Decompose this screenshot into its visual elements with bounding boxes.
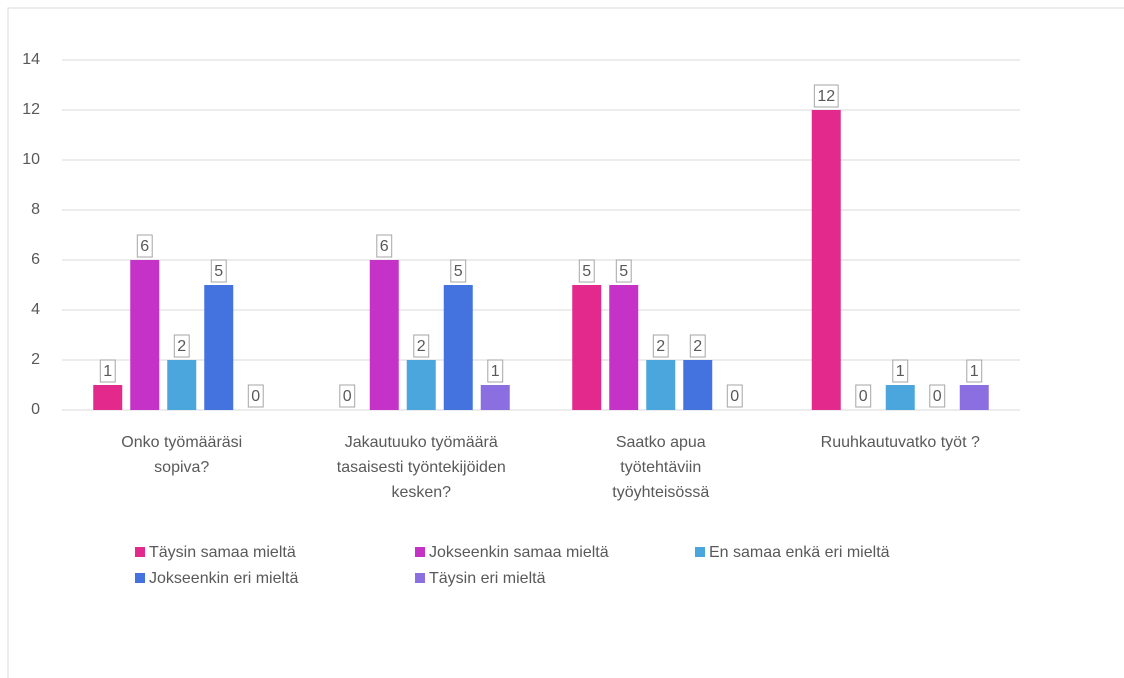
data-label: 0 — [929, 384, 946, 408]
y-tick-label: 14 — [22, 51, 40, 68]
data-label-text: 12 — [817, 88, 835, 105]
data-label: 2 — [413, 334, 430, 358]
data-label-box — [652, 334, 669, 358]
data-label: 2 — [173, 334, 190, 358]
bar — [480, 385, 510, 410]
data-label: 5 — [615, 259, 632, 283]
y-tick-label: 6 — [31, 251, 40, 268]
data-label: 5 — [578, 259, 595, 283]
data-label-box — [966, 359, 983, 383]
data-label-text: 2 — [177, 338, 186, 355]
data-label-box — [247, 384, 264, 408]
bar — [443, 285, 473, 410]
y-tick-label: 8 — [31, 201, 40, 218]
data-label-box — [892, 359, 909, 383]
data-label-box — [615, 259, 632, 283]
data-label-box — [689, 334, 706, 358]
bar — [406, 360, 436, 410]
data-label-text: 1 — [491, 363, 500, 380]
x-tick-label: Saatko apua työtehtäviin työyhteisössä — [612, 434, 709, 501]
data-label-text: 5 — [214, 263, 223, 280]
legend-swatch — [135, 573, 145, 583]
data-label-text: 1 — [103, 363, 112, 380]
data-label-text: 5 — [582, 263, 591, 280]
y-tick-label: 10 — [22, 151, 40, 168]
y-tick-label: 2 — [31, 351, 40, 368]
data-label: 5 — [450, 259, 467, 283]
bar — [572, 285, 602, 410]
data-label-box — [487, 359, 504, 383]
bar — [885, 385, 915, 410]
data-label-box — [929, 384, 946, 408]
data-label: 6 — [376, 234, 393, 258]
legend-label: Jokseenkin eri mieltä — [149, 570, 299, 587]
y-tick-label: 4 — [31, 301, 40, 318]
data-label-text: 1 — [970, 363, 979, 380]
data-label-text: 0 — [933, 388, 942, 405]
data-label-text: 2 — [656, 338, 665, 355]
bar — [130, 260, 160, 410]
data-label-text: 2 — [417, 338, 426, 355]
data-label-box — [210, 259, 227, 283]
x-tick-label: Ruuhkautuvatko työt ? — [821, 434, 980, 451]
data-label: 1 — [487, 359, 504, 383]
data-label: 0 — [247, 384, 264, 408]
bar — [683, 360, 713, 410]
data-label-text: 0 — [859, 388, 868, 405]
data-label-box — [855, 384, 872, 408]
data-label-text: 6 — [380, 238, 389, 255]
bar — [811, 110, 841, 410]
data-label: 2 — [652, 334, 669, 358]
bar — [93, 385, 123, 410]
bar — [959, 385, 989, 410]
legend-label: Jokseenkin samaa mieltä — [429, 544, 609, 561]
data-label-box — [339, 384, 356, 408]
bar — [167, 360, 197, 410]
data-label-box — [173, 334, 190, 358]
legend-swatch — [695, 547, 705, 557]
bar — [369, 260, 399, 410]
data-label-box — [99, 359, 116, 383]
data-label: 0 — [726, 384, 743, 408]
data-label-box — [413, 334, 430, 358]
data-label-text: 0 — [730, 388, 739, 405]
x-tick-label: Jakautuuko työmäärä tasaisesti työntekijö… — [337, 434, 506, 501]
data-label: 6 — [136, 234, 153, 258]
x-tick-label: Onko työmääräsi sopiva? — [121, 434, 242, 476]
legend-swatch — [415, 547, 425, 557]
legend-swatch — [135, 547, 145, 557]
chart-frame — [7, 7, 1124, 678]
legend-label: Täysin eri mieltä — [429, 570, 546, 587]
data-label-box — [136, 234, 153, 258]
data-label-box — [813, 84, 839, 108]
legend-label: Täysin samaa mieltä — [149, 544, 296, 561]
data-label-text: 5 — [454, 263, 463, 280]
data-label: 2 — [689, 334, 706, 358]
data-label: 1 — [892, 359, 909, 383]
data-label: 1 — [99, 359, 116, 383]
data-label-text: 6 — [140, 238, 149, 255]
legend-label: En samaa enkä eri mieltä — [709, 544, 890, 561]
data-label-text: 0 — [251, 388, 260, 405]
data-label-text: 1 — [896, 363, 905, 380]
data-label-text: 0 — [343, 388, 352, 405]
data-label-box — [726, 384, 743, 408]
bar — [204, 285, 234, 410]
data-label: 5 — [210, 259, 227, 283]
data-label: 0 — [855, 384, 872, 408]
data-label: 12 — [813, 84, 839, 108]
legend-swatch — [415, 573, 425, 583]
data-label: 0 — [339, 384, 356, 408]
data-label-box — [376, 234, 393, 258]
bar — [646, 360, 676, 410]
data-label-text: 2 — [693, 338, 702, 355]
y-tick-label: 12 — [22, 101, 40, 118]
data-label: 1 — [966, 359, 983, 383]
data-label-box — [450, 259, 467, 283]
data-label-box — [578, 259, 595, 283]
y-tick-label: 0 — [31, 401, 40, 418]
data-label-text: 5 — [619, 263, 628, 280]
bar — [609, 285, 639, 410]
